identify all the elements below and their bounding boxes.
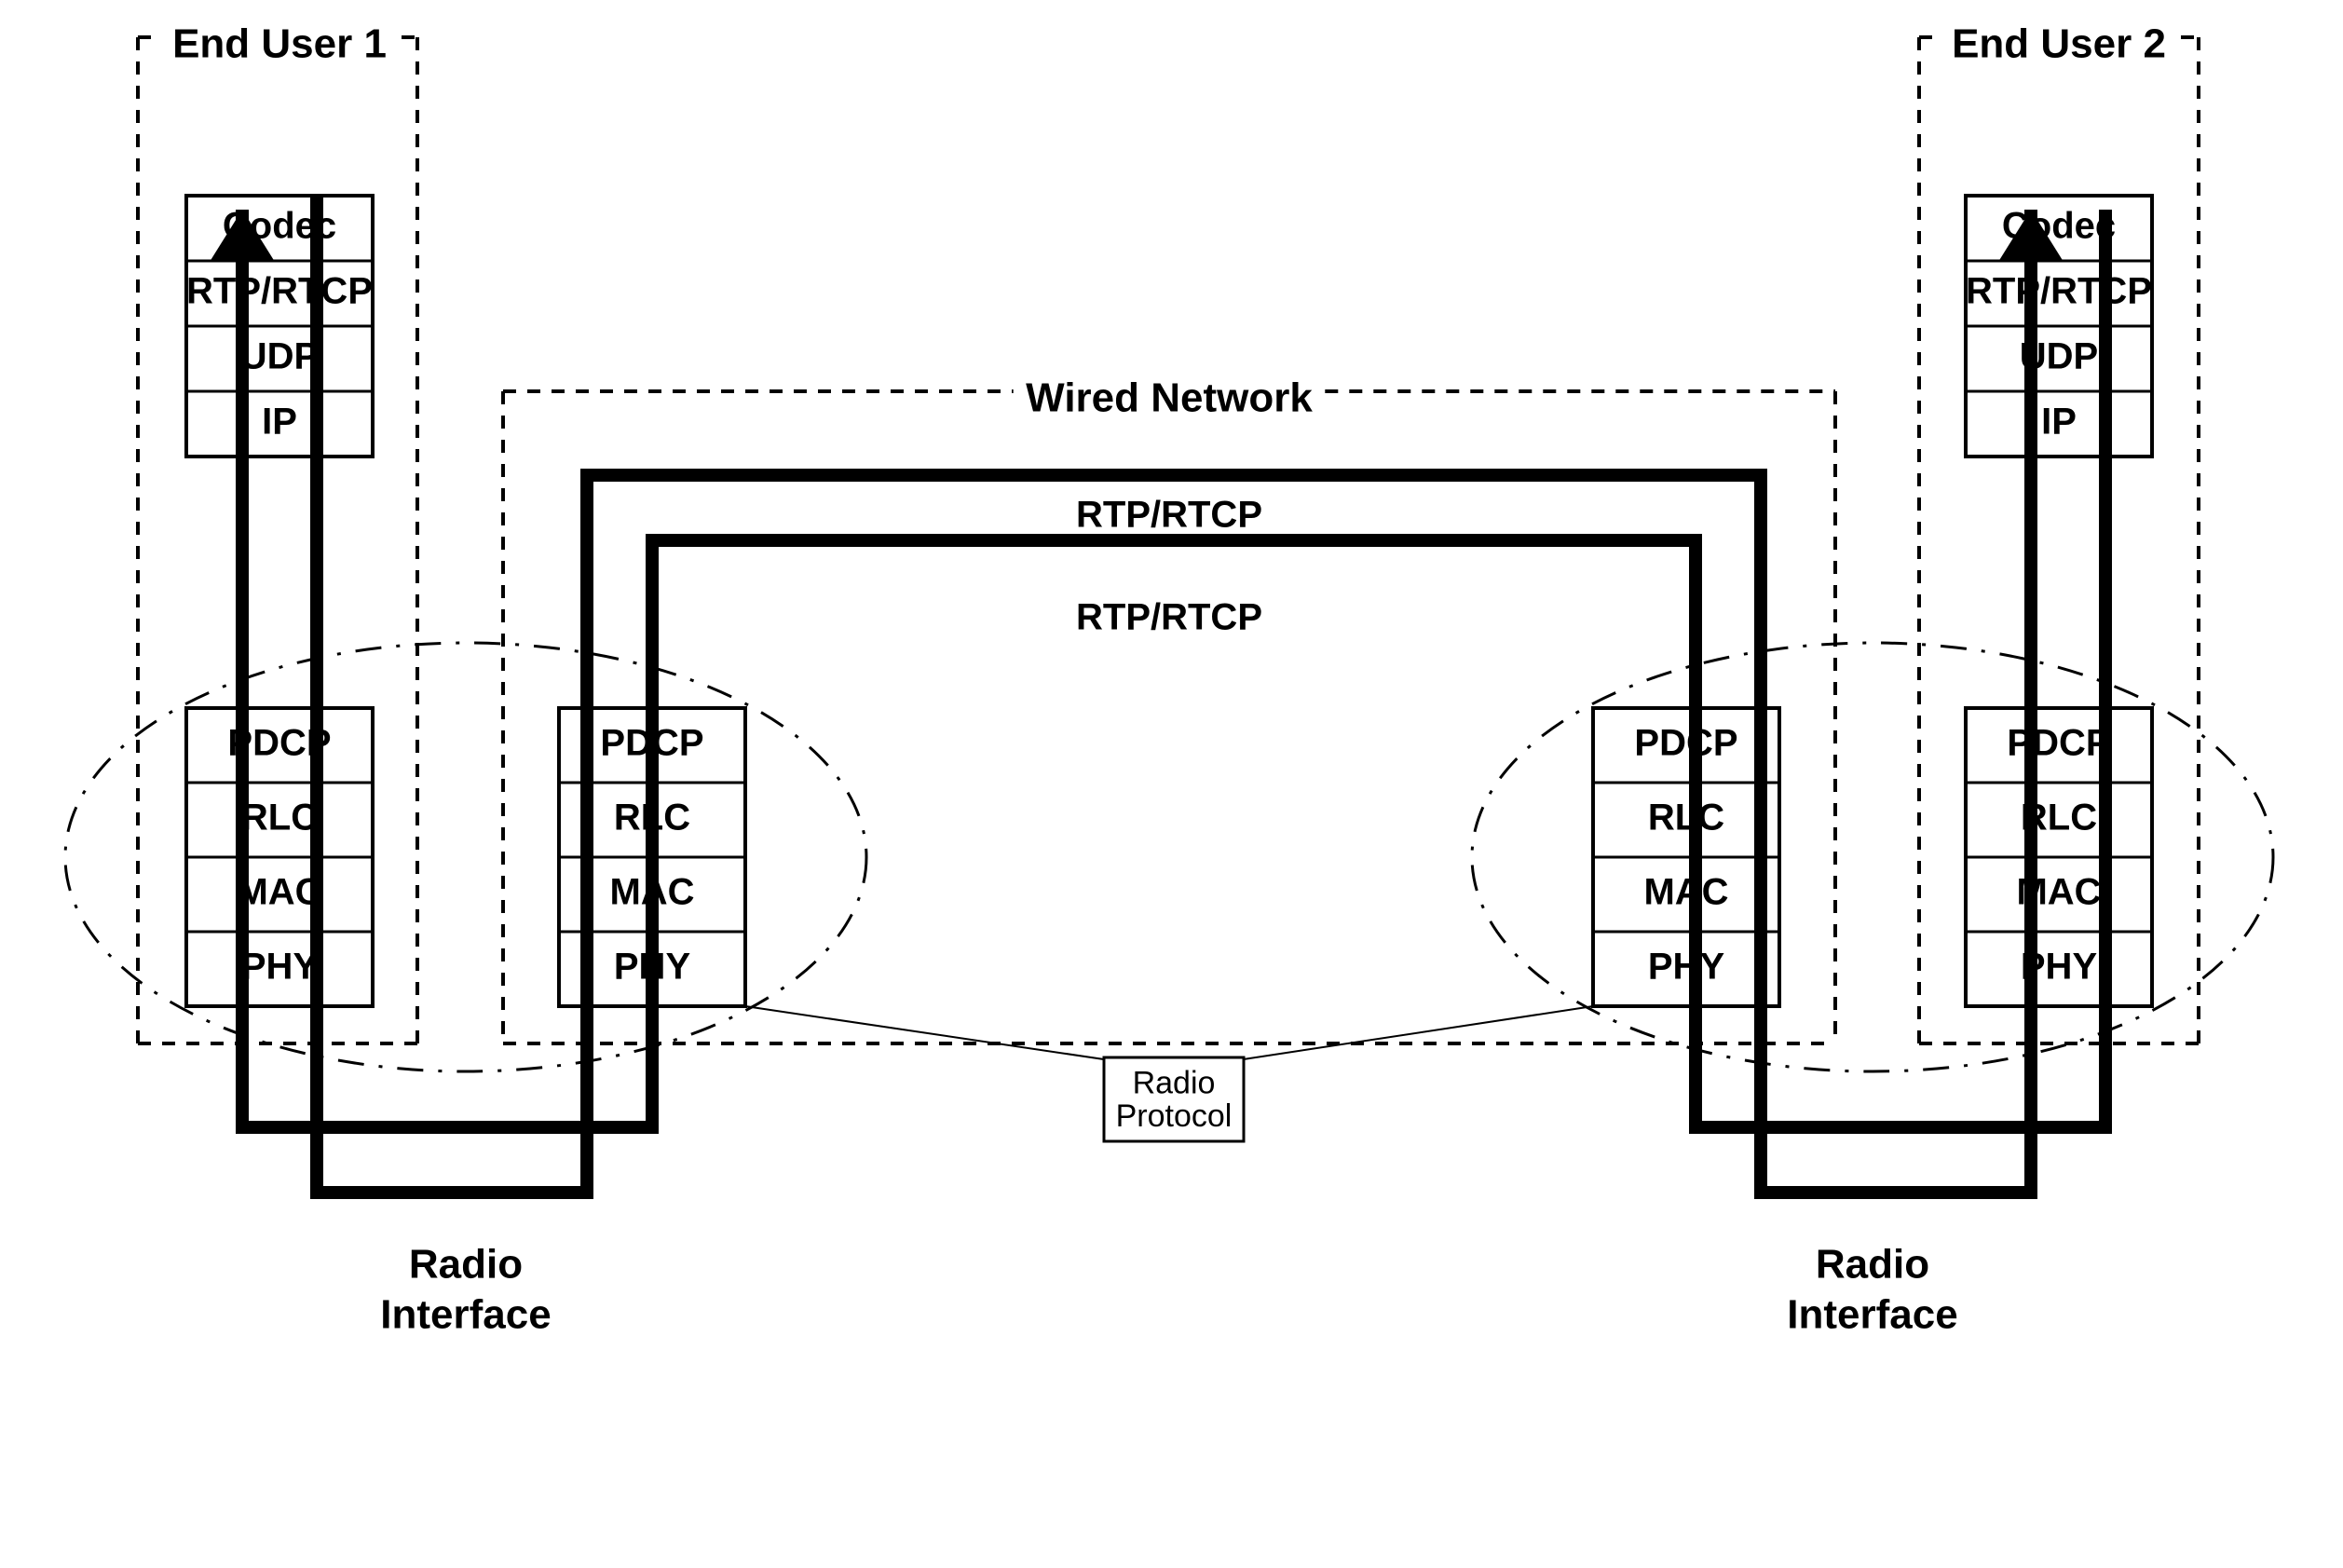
upper-stack-left-layer-2: UDP xyxy=(240,336,319,377)
upper-stack-right-layer-1: RTP/RTCP xyxy=(1966,271,2152,312)
lower-stack-u1: PDCPRLCMACPHY xyxy=(186,708,373,1006)
upper-stack-right-layer-3: IP xyxy=(2041,402,2077,443)
caption-left-2: Interface xyxy=(380,1292,551,1338)
radio-protocol-label-1: Radio xyxy=(1133,1066,1216,1101)
rtcp-label-outer: RTP/RTCP xyxy=(1076,495,1262,536)
lower-stack-nw2-layer-2: MAC xyxy=(1643,872,1728,913)
caption-right-1: Radio xyxy=(1816,1242,1929,1288)
radio-protocol-label-2: Protocol xyxy=(1116,1098,1233,1134)
lower-stack-u1-layer-2: MAC xyxy=(237,872,321,913)
lower-stack-u1-layer-3: PHY xyxy=(241,947,319,988)
lower-stack-nw2-layer-1: RLC xyxy=(1648,798,1724,839)
upper-stack-left: CodecRTP/RTCPUDPIP xyxy=(186,196,373,457)
protocol-connector-left xyxy=(745,1006,1123,1062)
endUser1-label: End User 1 xyxy=(172,21,387,67)
caption-left-1: Radio xyxy=(409,1242,523,1288)
flow-outer xyxy=(242,210,2105,1127)
wiredNetwork-label: Wired Network xyxy=(1026,375,1313,421)
upper-stack-left-layer-1: RTP/RTCP xyxy=(186,271,373,312)
lower-stack-u2-layer-0: PDCP xyxy=(2007,723,2110,764)
protocol-connector-right xyxy=(1225,1006,1593,1062)
caption-right-2: Interface xyxy=(1787,1292,1957,1338)
lower-stack-nw2-layer-0: PDCP xyxy=(1634,723,1737,764)
endUser2-label: End User 2 xyxy=(1952,21,2166,67)
upper-stack-right: CodecRTP/RTCPUDPIP xyxy=(1966,196,2152,457)
upper-stack-left-layer-3: IP xyxy=(262,402,297,443)
rtcp-label-inner: RTP/RTCP xyxy=(1076,597,1262,638)
lower-stack-nw2-layer-3: PHY xyxy=(1648,947,1725,988)
lower-stack-u1-layer-1: RLC xyxy=(241,798,318,839)
lower-stack-nw2: PDCP RLC MAC PHY xyxy=(1593,708,1779,1006)
lower-stack-u2: PDCPRLCMACPHY xyxy=(1966,708,2152,1006)
